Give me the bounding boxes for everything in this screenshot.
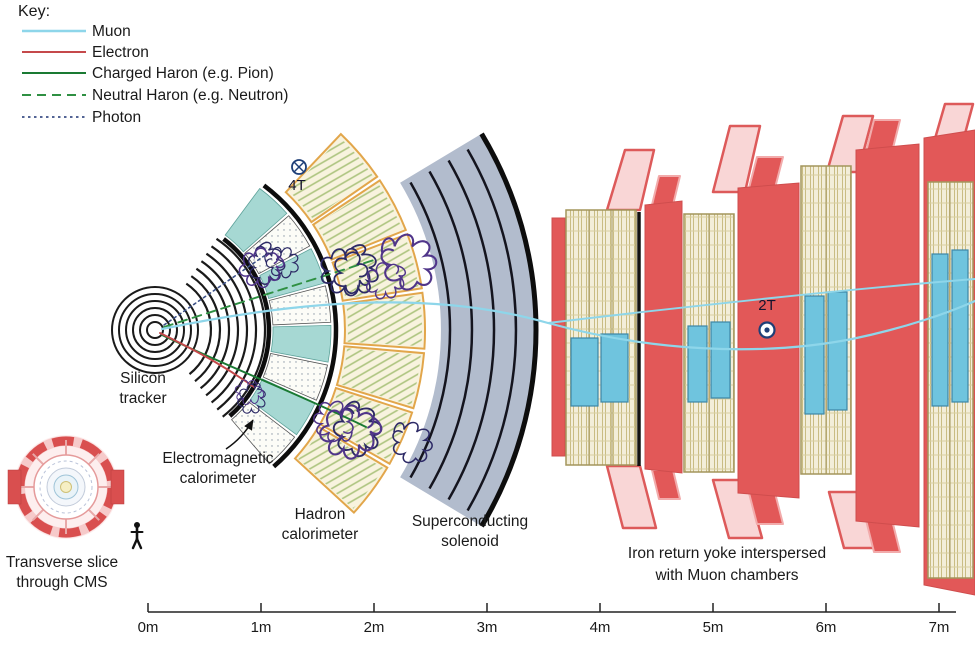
svg-text:solenoid: solenoid — [441, 533, 499, 550]
axis-tick-label: 5m — [703, 619, 724, 636]
svg-text:calorimeter: calorimeter — [180, 470, 257, 487]
legend-title: Key: — [18, 3, 50, 20]
axis-tick-label: 4m — [590, 619, 611, 636]
field-strength-4t: 4T — [288, 177, 306, 194]
legend-label-muon: Muon — [92, 23, 131, 40]
muon-chamber-station-4 — [927, 181, 974, 579]
axis-tick-label: 0m — [138, 619, 159, 636]
axis-tick-label: 1m — [251, 619, 272, 636]
detector-wedge — [111, 132, 539, 528]
yoke-slab — [855, 143, 920, 528]
muon-chamber-cell — [951, 249, 969, 403]
yoke-slab — [737, 182, 800, 499]
legend-label-photon: Photon — [92, 109, 141, 126]
muon-chamber-cell — [931, 253, 949, 407]
axis-tick-label: 2m — [364, 619, 385, 636]
muon-chamber-cell — [570, 337, 599, 407]
yoke-red-tab — [651, 469, 681, 500]
muon-chamber-cell — [710, 321, 731, 399]
axis-tick-label: 6m — [816, 619, 837, 636]
muon-chamber-cell — [804, 295, 825, 415]
muon-chamber-cell — [687, 325, 708, 403]
muon-chamber-station-3 — [800, 165, 852, 475]
iron-return-yoke — [551, 102, 975, 596]
inset-caption: Transverse slice — [6, 554, 118, 571]
label-solenoid: Superconducting — [412, 513, 528, 530]
svg-text:through CMS: through CMS — [16, 574, 107, 591]
yoke-slab — [644, 200, 683, 474]
label-iron-yoke: Iron return yoke interspersed — [628, 545, 826, 562]
photon-track — [163, 255, 265, 326]
svg-text:tracker: tracker — [119, 390, 166, 407]
field-marker-4t: 4T — [288, 159, 307, 194]
legend-label-charged-hadron: Charged Haron (e.g. Pion) — [92, 65, 274, 82]
yoke-tab — [605, 148, 656, 212]
axis-tick-label: 7m — [929, 619, 950, 636]
muon-chamber-station-1 — [565, 209, 637, 466]
svg-text:calorimeter: calorimeter — [282, 526, 359, 543]
muon-chamber-cell — [827, 291, 848, 411]
em-calorimeter — [222, 183, 339, 469]
yoke-red-tab — [651, 175, 681, 206]
electron-track — [159, 332, 255, 388]
legend-label-electron: Electron — [92, 44, 149, 61]
legend-label-neutral-hadron: Neutral Haron (e.g. Neutron) — [92, 87, 288, 104]
yoke-red-tab — [748, 156, 784, 189]
label-hadron-calorimeter: Hadron — [295, 506, 346, 523]
silicon-tracker — [111, 237, 267, 418]
muon-chamber-station-2 — [683, 213, 735, 473]
muon-track — [160, 299, 975, 351]
yoke-tab — [605, 464, 658, 530]
muon-chamber-cell — [600, 333, 629, 403]
label-em-calorimeter: Electromagnetic — [162, 450, 273, 467]
svg-text:with Muon chambers: with Muon chambers — [654, 567, 798, 584]
yoke-tab — [711, 124, 762, 194]
component-labels: Silicon tracker Electromagnetic calorime… — [119, 370, 826, 584]
ecal-label-arrow — [225, 419, 254, 450]
inset-beam-spot — [60, 481, 72, 493]
scale-axis: 0m 1m 2m 3m 4m 5m 6m 7m — [138, 603, 956, 636]
legend: Key: Muon Electron Charged Haron (e.g. P… — [18, 3, 288, 126]
yoke-slab — [551, 217, 566, 457]
cms-inset: Transverse slice through CMS — [6, 435, 144, 591]
field-marker-2t: 2T — [758, 297, 776, 339]
label-silicon-tracker: Silicon — [120, 370, 166, 387]
axis-tick-label: 3m — [477, 619, 498, 636]
muon-track-branch — [547, 278, 975, 324]
field-strength-2t: 2T — [758, 297, 776, 314]
solenoid — [400, 132, 539, 528]
human-figure — [130, 522, 144, 550]
